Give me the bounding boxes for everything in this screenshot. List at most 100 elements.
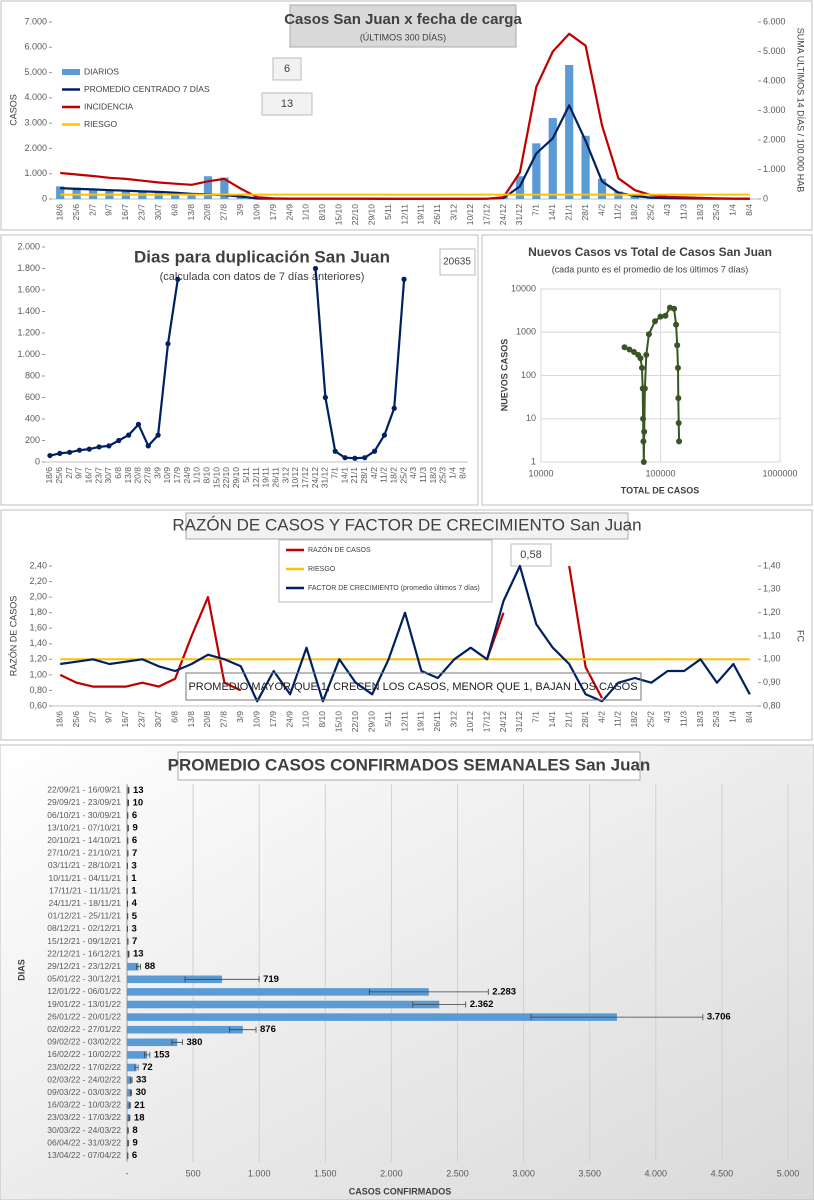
x-tick-label: 25/3 bbox=[711, 711, 721, 728]
x-tick-label: 29/10 bbox=[366, 204, 376, 226]
title-box bbox=[138, 245, 388, 289]
y-tick-label: 2.000 bbox=[17, 241, 40, 251]
bar bbox=[72, 187, 81, 199]
point bbox=[640, 415, 647, 422]
x-tick-label: - bbox=[126, 1168, 129, 1178]
bar bbox=[127, 1013, 617, 1021]
point bbox=[641, 428, 648, 435]
x-tick-label: 1000000 bbox=[762, 468, 797, 478]
data-label: 719 bbox=[263, 974, 279, 985]
point bbox=[640, 438, 647, 445]
y-tick-label: 09/02/22 - 03/02/22 bbox=[47, 1037, 121, 1047]
x-tick-label: 23/7 bbox=[137, 204, 147, 221]
x-tick-label: 1.000 bbox=[248, 1168, 271, 1178]
y-tick-label: 1.000 bbox=[24, 168, 47, 178]
chart-subtitle: (calculada con datos de 7 días anteriore… bbox=[160, 271, 365, 283]
bar bbox=[236, 196, 245, 199]
x-tick-label: 25/3 bbox=[438, 467, 448, 484]
y-tick-label: 1,20 bbox=[763, 607, 781, 617]
y-tick-label: 200 bbox=[25, 435, 40, 445]
error-bar bbox=[368, 988, 489, 995]
x-tick-label: 31/12 bbox=[514, 711, 524, 733]
x-tick-label: 4.500 bbox=[711, 1168, 734, 1178]
x-tick-label: 8/10 bbox=[202, 467, 212, 484]
y-tick-label: 06/04/22 - 31/03/22 bbox=[47, 1137, 121, 1147]
y-tick-label: 1,80 bbox=[29, 607, 47, 617]
legend-label: FACTOR DE CRECIMIENTO (promedio últimos … bbox=[308, 585, 480, 592]
point bbox=[175, 276, 181, 282]
point bbox=[76, 447, 83, 453]
y-tick-label: 24/11/21 - 18/11/21 bbox=[49, 898, 122, 908]
x-tick-label: 12/11 bbox=[251, 467, 261, 488]
data-label: 10 bbox=[133, 797, 144, 808]
y-tick-label: 29/12/21 - 23/12/21 bbox=[47, 961, 121, 971]
x-tick-label: 19/11 bbox=[416, 711, 426, 732]
x-tick-label: 3/9 bbox=[152, 467, 162, 479]
x-tick-label: 30/7 bbox=[153, 204, 163, 221]
point bbox=[674, 342, 681, 349]
error-bar bbox=[127, 799, 129, 806]
x-tick-label: 16/7 bbox=[84, 467, 94, 484]
y-tick-label: 600 bbox=[25, 392, 40, 402]
title-box bbox=[289, 4, 517, 48]
y-tick-label: 15/12/21 - 09/12/21 bbox=[47, 936, 121, 946]
x-tick-label: 18/3 bbox=[428, 467, 438, 484]
x-tick-label: 18/6 bbox=[44, 467, 54, 484]
annotation: 20635 bbox=[443, 257, 471, 268]
x-tick-label: 17/9 bbox=[268, 204, 278, 221]
chart-title: RAZÓN DE CASOS Y FACTOR DE CRECIMIENTO S… bbox=[172, 515, 641, 534]
x-tick-label: 20/8 bbox=[202, 711, 212, 728]
bar bbox=[127, 1025, 243, 1034]
bar bbox=[127, 1088, 131, 1097]
x-tick-label: 4/3 bbox=[662, 711, 672, 723]
bar bbox=[127, 1114, 130, 1122]
x-tick-label: 4/2 bbox=[596, 204, 606, 216]
y-tick-label: 0 bbox=[763, 193, 768, 203]
y-tick-label: 1,20 bbox=[29, 654, 47, 664]
x-tick-label: 3/12 bbox=[449, 204, 459, 221]
legend-label: PROMEDIO CENTRADO 7 DÍAS bbox=[84, 84, 210, 94]
y-tick-label: 13/10/21 - 07/10/21 bbox=[47, 822, 121, 832]
x-tick-label: 1/10 bbox=[192, 467, 202, 484]
x-tick-label: 26/11 bbox=[432, 711, 442, 732]
x-tick-label: 16/7 bbox=[120, 711, 130, 728]
error-bar bbox=[127, 1140, 129, 1147]
point bbox=[645, 331, 652, 338]
title-box bbox=[185, 512, 629, 540]
y-tick-label: 5.000 bbox=[24, 67, 47, 77]
x-tick-label: 3/12 bbox=[449, 711, 459, 728]
x-tick-label: 30/7 bbox=[103, 467, 113, 484]
x-tick-label: 25/2 bbox=[398, 467, 408, 484]
x-tick-label: 9/7 bbox=[104, 711, 114, 723]
y-tick-label: 02/02/22 - 27/01/22 bbox=[47, 1024, 121, 1034]
x-tick-label: 13/8 bbox=[186, 204, 196, 221]
x-tick-label: 5/11 bbox=[383, 711, 393, 727]
x-tick-label: 25/6 bbox=[54, 467, 64, 484]
y-tick-label: 02/03/22 - 24/02/22 bbox=[47, 1074, 121, 1084]
x-tick-label: 22/10 bbox=[221, 467, 231, 489]
x-tick-label: 4/2 bbox=[369, 467, 379, 479]
data-label: 6 bbox=[132, 835, 137, 846]
y-tick-label: 1.800 bbox=[17, 263, 40, 273]
x-tick-label: 26/11 bbox=[432, 204, 442, 225]
x-tick-label: 29/10 bbox=[366, 711, 376, 733]
point bbox=[626, 346, 633, 353]
y-tick-label: 1,10 bbox=[763, 630, 781, 640]
x-tick-label: 18/3 bbox=[695, 204, 705, 221]
y2-axis-label: SUMA ULTIMOS 14 DÍAS / 100.000 HAB bbox=[796, 28, 806, 192]
x-tick-label: 10/9 bbox=[251, 204, 261, 221]
panel bbox=[0, 744, 814, 1200]
bar bbox=[127, 1063, 137, 1072]
bar bbox=[597, 178, 607, 199]
chart-subtitle: (cada punto es el promedio de los último… bbox=[552, 264, 749, 274]
y-tick-label: 16/02/22 - 10/02/22 bbox=[47, 1049, 121, 1059]
y-tick-label: 1,40 bbox=[763, 560, 781, 570]
x-tick-label: 28/1 bbox=[359, 467, 369, 484]
point bbox=[662, 312, 669, 319]
data-label: 7 bbox=[132, 936, 137, 947]
x-tick-label: 24/9 bbox=[284, 204, 294, 221]
error-bar bbox=[128, 951, 130, 958]
y-tick-label: 1 bbox=[531, 456, 536, 466]
y-tick-label: 05/01/22 - 30/12/21 bbox=[47, 974, 121, 984]
x-tick-label: 15/10 bbox=[211, 467, 221, 489]
